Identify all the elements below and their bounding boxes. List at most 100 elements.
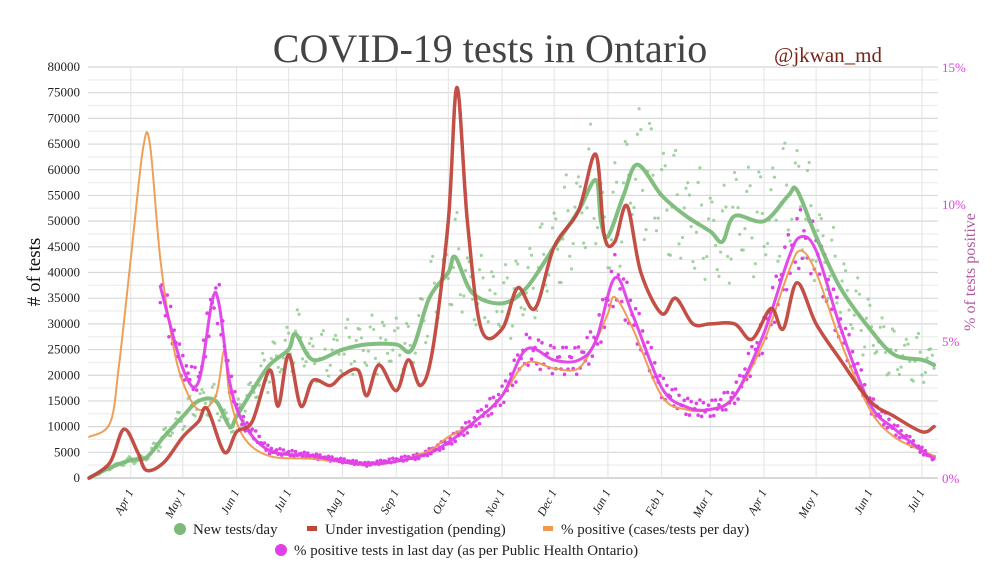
pho-daily-positive-point — [786, 232, 791, 237]
daily-test-point — [328, 363, 332, 367]
daily-test-point — [354, 338, 358, 343]
daily-test-point — [701, 256, 705, 260]
daily-test-point — [177, 411, 181, 415]
daily-test-point — [857, 292, 862, 296]
daily-test-point — [840, 279, 844, 283]
daily-test-point — [519, 306, 523, 310]
pho-daily-positive-point — [597, 313, 602, 317]
daily-test-point — [493, 292, 497, 296]
daily-test-point — [816, 228, 820, 233]
daily-test-point — [828, 274, 832, 278]
daily-test-point — [248, 381, 253, 385]
daily-test-point — [321, 329, 325, 333]
daily-test-point — [276, 365, 280, 369]
daily-test-point — [644, 227, 648, 232]
daily-test-point — [883, 350, 888, 355]
daily-test-point — [781, 146, 785, 151]
pho-daily-positive-point — [529, 357, 534, 361]
daily-test-point — [330, 348, 334, 352]
pho-daily-positive-point — [540, 340, 544, 345]
daily-test-point — [729, 257, 733, 261]
daily-test-point — [906, 342, 910, 346]
pho-daily-positive-point — [831, 287, 836, 291]
pho-daily-positive-point — [484, 404, 489, 408]
daily-test-point — [559, 280, 563, 285]
pho-daily-positive-point — [673, 387, 678, 391]
daily-test-point — [566, 209, 570, 213]
daily-test-point — [821, 234, 825, 238]
x-tick-label: Mar 1 — [689, 487, 716, 521]
pho-daily-positive-point — [687, 413, 692, 417]
pho-daily-positive-point — [515, 353, 520, 357]
daily-test-point — [479, 253, 483, 257]
daily-test-point — [755, 210, 759, 214]
daily-test-point — [647, 121, 652, 126]
y-tick-label: 15000 — [48, 393, 81, 408]
pho-daily-positive-point — [600, 297, 605, 302]
daily-test-point — [890, 327, 895, 331]
pho-daily-positive-point — [750, 344, 754, 349]
pho-daily-positive-point — [581, 350, 586, 355]
daily-test-point — [922, 380, 926, 384]
daily-test-point — [509, 336, 513, 340]
daily-test-point — [715, 268, 719, 272]
daily-test-point — [337, 352, 341, 356]
daily-test-point — [424, 341, 428, 345]
pho-daily-positive-point — [646, 340, 650, 345]
daily-test-point — [380, 320, 384, 324]
attribution: @jkwan_md — [774, 43, 882, 67]
daily-test-point — [684, 186, 688, 190]
daily-test-point — [304, 360, 308, 364]
daily-test-point — [210, 385, 214, 389]
daily-test-point — [778, 254, 782, 258]
daily-test-point — [785, 183, 789, 187]
daily-test-point — [309, 336, 313, 341]
pho-daily-positive-point — [871, 397, 876, 401]
pho-daily-positive-point — [718, 397, 723, 402]
pho-daily-positive-point — [619, 299, 624, 304]
daily-test-point — [637, 107, 641, 111]
daily-test-point — [845, 288, 849, 292]
daily-test-point — [578, 184, 582, 189]
daily-test-point — [916, 331, 921, 336]
daily-test-point — [639, 127, 643, 132]
pho-daily-positive-point — [564, 345, 569, 350]
daily-test-point — [708, 196, 712, 200]
x-axis-ticks: Apr 1 May 1 Jun 1 Jul 1 Aug 1 Sep 1 Oct 1 Nov 1… — [111, 487, 928, 521]
daily-test-point — [323, 347, 327, 351]
pho-daily-positive-point — [177, 342, 182, 346]
pho-daily-positive-point — [215, 321, 220, 326]
y2-axis-label: % of tests positive — [962, 213, 979, 331]
pho-daily-positive-point — [722, 390, 726, 395]
daily-test-point — [758, 175, 763, 179]
daily-test-point — [500, 309, 504, 314]
daily-test-point — [326, 374, 331, 378]
daily-test-point — [169, 434, 173, 438]
daily-test-point — [385, 351, 390, 355]
daily-test-point — [262, 358, 266, 362]
daily-test-point — [431, 254, 435, 259]
pho-daily-positive-point — [502, 400, 506, 405]
x-tick-label: Jan 1 — [589, 487, 614, 517]
pho-daily-positive-point — [847, 332, 851, 337]
y-tick-label: 25000 — [48, 342, 81, 357]
daily-test-point — [224, 411, 228, 415]
pho-daily-positive-point — [229, 374, 234, 379]
daily-test-point — [384, 338, 388, 342]
pho-daily-positive-point — [796, 266, 801, 271]
daily-test-point — [174, 417, 178, 421]
daily-test-point — [488, 288, 492, 292]
daily-test-point — [795, 149, 799, 153]
daily-test-point — [542, 252, 546, 256]
daily-test-point — [576, 175, 581, 179]
daily-test-point — [575, 181, 579, 185]
x-tick-label: Jul 1 — [904, 487, 927, 514]
pho-daily-positive-point — [621, 277, 626, 281]
pho-daily-positive-point — [887, 417, 891, 422]
pho-daily-positive-point — [205, 311, 209, 316]
daily-test-point — [847, 308, 851, 312]
daily-test-point — [267, 380, 272, 384]
daily-test-point — [757, 170, 761, 174]
daily-test-point — [712, 218, 716, 222]
daily-test-point — [460, 310, 464, 314]
